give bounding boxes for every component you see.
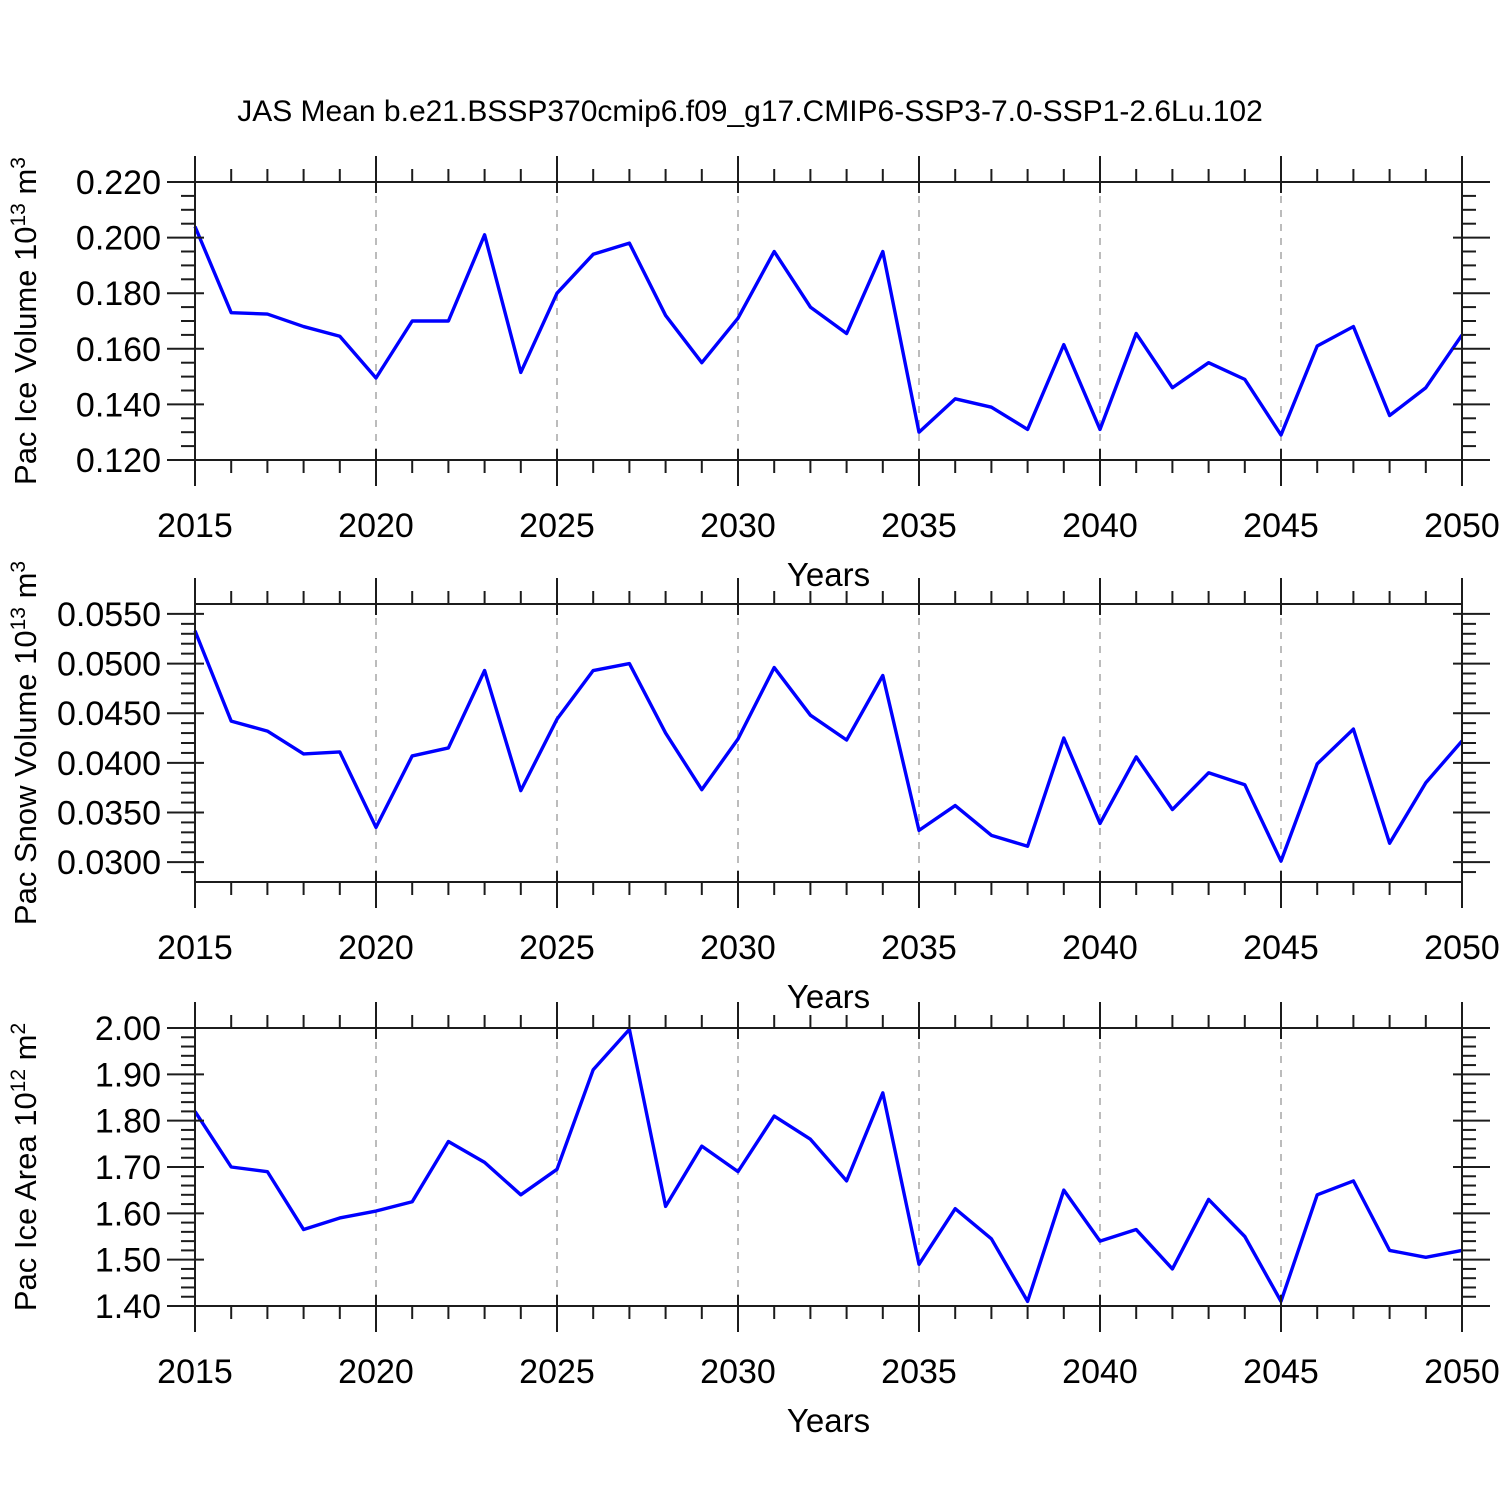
y-tick-label: 0.200 <box>76 220 161 258</box>
x-axis-label: Years <box>787 556 870 593</box>
superscript: 13 <box>7 607 30 630</box>
y-tick-label: 0.0400 <box>57 745 161 783</box>
x-tick-label: 2035 <box>881 929 957 967</box>
panel-pac-snow-volume-10-13-m-3: 0.0550 0.0500 0.0450 0.0400 0.0350 0.0300 2015… <box>7 561 1500 1015</box>
y-tick-label: 1.60 <box>95 1195 161 1233</box>
y-tick-label: 1.50 <box>95 1242 161 1280</box>
x-tick-label: 2030 <box>700 929 776 967</box>
plot-frame <box>194 1027 1463 1307</box>
x-tick-label: 2035 <box>881 1353 957 1391</box>
superscript: 13 <box>7 203 30 226</box>
y-tick-label: 0.220 <box>76 164 161 202</box>
y-tick-label: 0.0500 <box>57 646 161 684</box>
y-tick-label: 2.00 <box>95 1010 161 1048</box>
x-tick-label: 2020 <box>338 1353 414 1391</box>
x-axis-label: Years <box>787 1402 870 1439</box>
x-tick-label: 2050 <box>1424 507 1500 545</box>
x-tick-label: 2035 <box>881 507 957 545</box>
x-tick-label: 2050 <box>1424 1353 1500 1391</box>
x-tick-label: 2015 <box>157 929 233 967</box>
series-line <box>193 1027 1463 1304</box>
superscript: 12 <box>7 1069 30 1092</box>
x-axis-label: Years <box>787 978 870 1015</box>
x-tick-label: 2045 <box>1243 507 1319 545</box>
x-tick-label: 2015 <box>157 1353 233 1391</box>
chart-title: JAS Mean b.e21.BSSP370cmip6.f09_g17.CMIP… <box>237 95 1263 128</box>
x-tick-label: 2015 <box>157 507 233 545</box>
y-tick-label: 0.0350 <box>57 795 161 833</box>
y-tick-label: 1.40 <box>95 1288 161 1326</box>
panel-pac-ice-volume-10-13-m-3: 0.220 0.200 0.180 0.160 0.140 0.120 2015 2020 20… <box>7 156 1500 593</box>
x-tick-label: 2040 <box>1062 507 1138 545</box>
y-tick-label: 0.0450 <box>57 695 161 733</box>
y-tick-label: 1.70 <box>95 1149 161 1187</box>
superscript: 3 <box>7 561 30 573</box>
x-tick-label: 2045 <box>1243 1353 1319 1391</box>
x-tick-label: 2025 <box>519 1353 595 1391</box>
superscript: 3 <box>7 157 30 169</box>
y-tick-label: 0.120 <box>76 442 161 480</box>
x-tick-label: 2020 <box>338 929 414 967</box>
y-tick-label: 1.90 <box>95 1056 161 1094</box>
series-line <box>193 225 1464 437</box>
x-tick-label: 2050 <box>1424 929 1500 967</box>
x-tick-label: 2045 <box>1243 929 1319 967</box>
y-tick-label: 0.160 <box>76 331 161 369</box>
y-axis-label: Pac Ice Volume 1013 m3 <box>7 157 43 485</box>
x-tick-label: 2030 <box>700 1353 776 1391</box>
x-tick-label: 2040 <box>1062 929 1138 967</box>
x-tick-label: 2025 <box>519 507 595 545</box>
panel-pac-ice-area-10-12-m-2: 2.00 1.90 1.80 1.70 1.60 1.50 1.40 2015 2020 2025… <box>7 1002 1500 1439</box>
x-tick-label: 2040 <box>1062 1353 1138 1391</box>
y-tick-label: 0.0550 <box>57 596 161 634</box>
series-line <box>193 630 1464 863</box>
y-tick-label: 0.180 <box>76 275 161 313</box>
superscript: 2 <box>7 1023 30 1035</box>
y-axis-label: Pac Snow Volume 1013 m3 <box>7 561 43 925</box>
y-tick-label: 0.140 <box>76 386 161 424</box>
y-axis-label: Pac Ice Area 1012 m2 <box>7 1023 43 1311</box>
y-tick-label: 0.0300 <box>57 844 161 882</box>
x-tick-label: 2025 <box>519 929 595 967</box>
x-tick-label: 2030 <box>700 507 776 545</box>
x-tick-label: 2020 <box>338 507 414 545</box>
y-tick-label: 1.80 <box>95 1103 161 1141</box>
